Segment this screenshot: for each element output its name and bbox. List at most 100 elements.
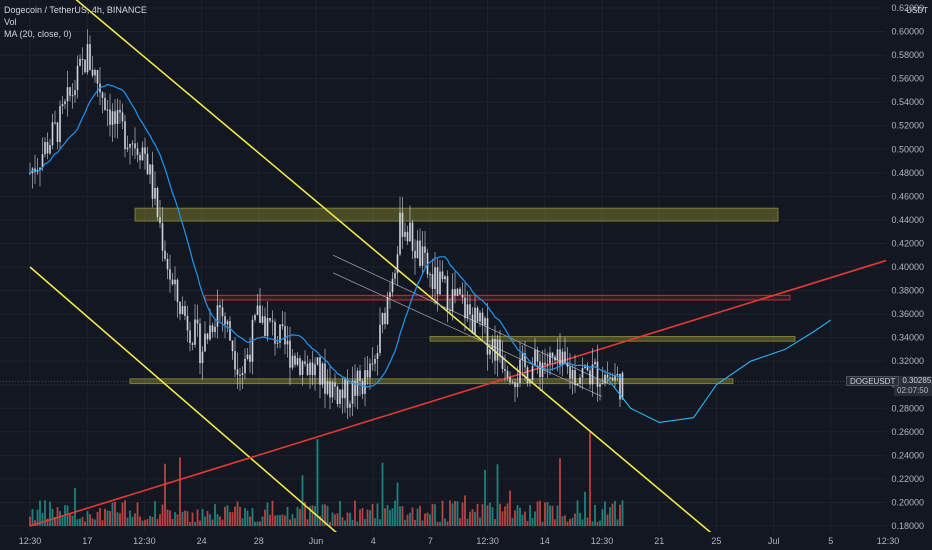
volume-bar [349, 512, 351, 526]
candle-body [606, 374, 609, 378]
candle-body [141, 147, 144, 161]
candle-body [484, 318, 486, 326]
volume-bar [569, 519, 571, 526]
projection-line [607, 319, 832, 423]
volume-bar [141, 520, 144, 526]
candle-body [166, 258, 169, 270]
candle-body [249, 354, 251, 362]
volume-bar [69, 514, 71, 526]
candle-body [261, 316, 264, 323]
volume-bar [54, 517, 56, 526]
time-axis-panel[interactable] [0, 532, 932, 550]
candle-body [304, 361, 306, 364]
candle-body [324, 363, 326, 394]
volume-bar [454, 501, 456, 526]
candle-body [211, 325, 214, 333]
volume-bar [241, 518, 244, 526]
candle-body [144, 147, 146, 154]
price-axis-panel[interactable] [886, 0, 932, 532]
volume-bar [421, 520, 424, 526]
price-tick-label: 0.40000 [891, 262, 924, 272]
candle-body [181, 306, 184, 315]
candle-body [176, 279, 179, 302]
volume-bar [89, 514, 91, 526]
volume-bar [366, 509, 369, 526]
volume-bar [166, 509, 169, 526]
candle-body [281, 324, 284, 327]
candle-body [301, 361, 304, 375]
volume-bar [176, 514, 179, 526]
volume-bar [196, 509, 199, 526]
candle-body [404, 231, 406, 237]
volume-bar [474, 511, 476, 526]
candle-body [524, 353, 526, 368]
candle-body [194, 319, 196, 345]
candle-body [526, 367, 529, 384]
candle-body [406, 231, 409, 242]
volume-bar [314, 506, 316, 526]
candle-body [399, 212, 401, 255]
candle-body [134, 143, 136, 149]
volume-bar [91, 518, 94, 526]
candle-body [354, 380, 356, 396]
candle-body [221, 307, 224, 317]
volume-bar [511, 517, 514, 526]
candle-body [299, 358, 301, 375]
volume-bar [174, 512, 176, 526]
volume-bar [564, 515, 566, 526]
volume-bar [76, 519, 79, 526]
volume-bar [396, 482, 399, 526]
candle-body [136, 148, 139, 155]
candle-body [306, 363, 309, 375]
candle-body [29, 172, 31, 174]
time-tick-label: 12:30 [133, 536, 156, 546]
trendline-rising-support [29, 259, 889, 527]
candle-body [59, 106, 61, 143]
candle-body [131, 143, 134, 145]
candle-body [191, 343, 194, 345]
volume-bar [154, 501, 156, 526]
candle-body [609, 377, 611, 379]
candle-body [204, 333, 206, 352]
volume-bar [239, 506, 241, 526]
candle-body [54, 122, 56, 124]
volume-bar [214, 504, 216, 526]
volume-indicator-label[interactable]: Vol [4, 17, 17, 27]
price-tick-label: 0.24000 [891, 450, 924, 460]
volume-bar [259, 521, 261, 526]
volume-bar [601, 509, 604, 526]
candle-body [384, 312, 386, 325]
candle-body [296, 358, 299, 365]
volume-bar [404, 519, 406, 526]
candle-body [364, 370, 366, 394]
ma-indicator-label[interactable]: MA (20, close, 0) [4, 29, 72, 39]
price-tick-label: 0.62000 [891, 3, 924, 13]
volume-bar [504, 506, 506, 526]
candle-body [159, 217, 161, 224]
volume-bar [609, 507, 611, 526]
candle-body [366, 370, 369, 378]
candle-body [504, 368, 506, 371]
volume-bar [581, 519, 584, 526]
ma-line [29, 83, 623, 388]
candle-body [151, 164, 154, 199]
candle-body [319, 357, 321, 385]
current-price-tag: DOGEUSDT 0.30285 02:07:50 [846, 376, 932, 396]
volume-bar [499, 503, 501, 526]
candle-body [234, 351, 236, 370]
volume-bar [44, 500, 46, 526]
volume-bar [496, 464, 499, 526]
candle-body [311, 362, 314, 376]
time-tick-label: 25 [711, 536, 721, 546]
volume-bar [594, 505, 596, 526]
candle-body [79, 58, 81, 66]
volume-bar [236, 501, 239, 526]
time-tick-label: 14 [540, 536, 550, 546]
volume-bar [436, 521, 439, 526]
volume-bar [251, 508, 254, 526]
candle-body [149, 164, 151, 175]
candle-body [409, 222, 411, 242]
candle-body [196, 319, 199, 324]
